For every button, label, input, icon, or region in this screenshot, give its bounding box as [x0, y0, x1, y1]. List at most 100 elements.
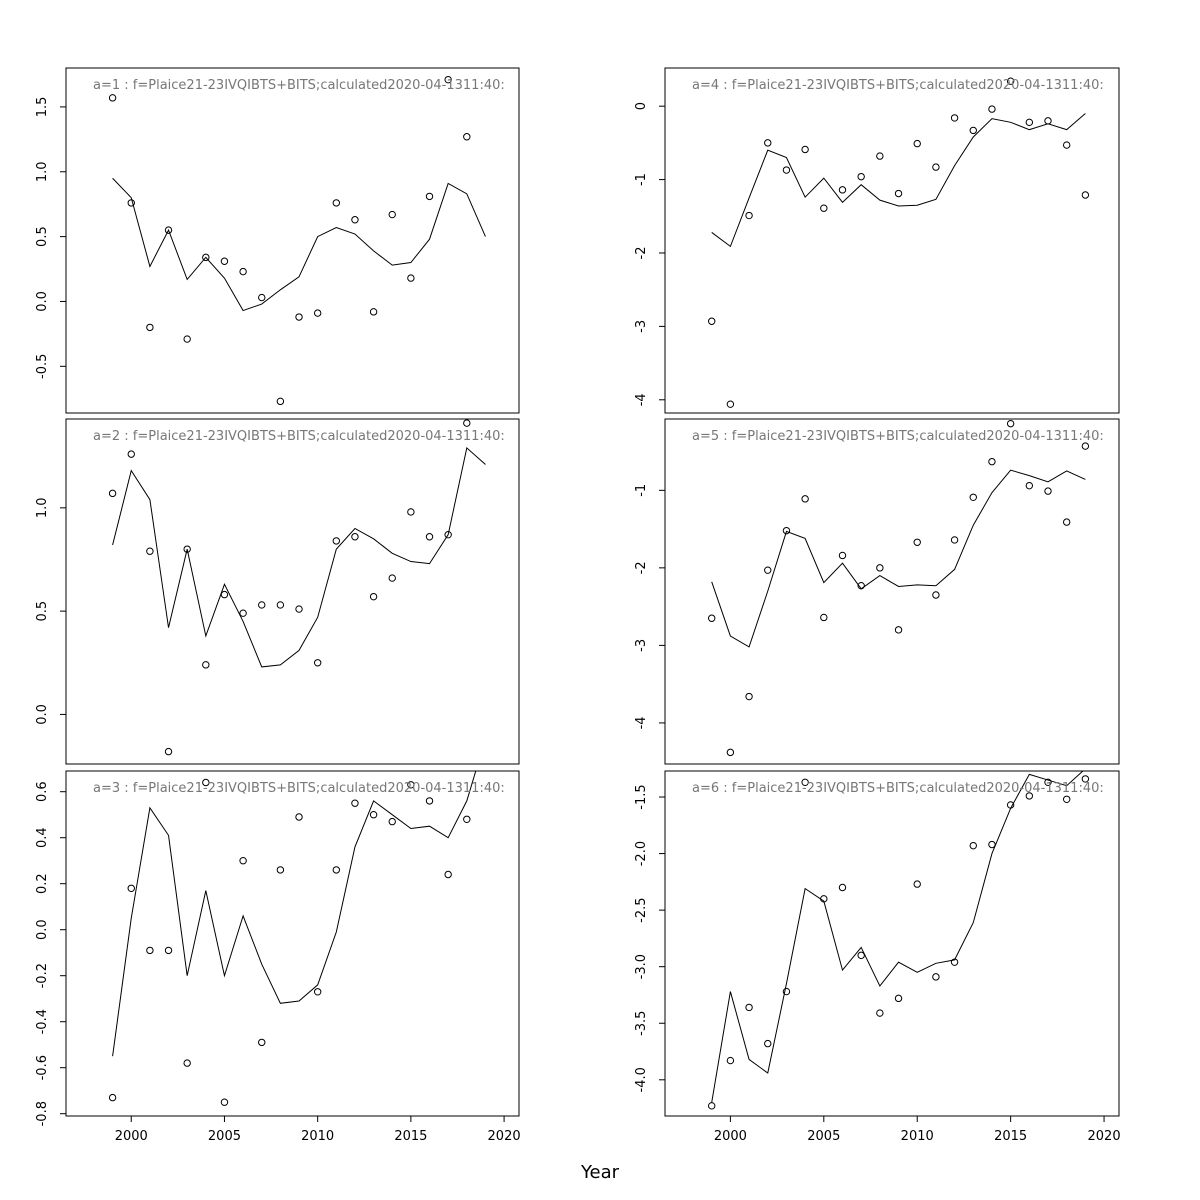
data-point — [463, 419, 471, 427]
x-tick-label: 2000 — [115, 1129, 148, 1144]
data-point — [425, 533, 434, 541]
y-tick-label: -3.5 — [634, 1011, 649, 1036]
data-point — [838, 883, 847, 892]
plot-area — [708, 77, 1090, 408]
x-axis-layer: 2000 2005 2010 2015 2020 2000 2005 2010 2015 2020 — [115, 1116, 1121, 1144]
data-point — [369, 592, 378, 601]
data-point — [801, 145, 809, 154]
data-point — [950, 536, 959, 544]
y-tick-label: -0.2 — [35, 963, 50, 988]
panel-frame — [664, 418, 1120, 765]
data-point — [820, 613, 828, 622]
data-point — [276, 866, 285, 874]
data-point — [1044, 778, 1052, 787]
data-point — [258, 293, 266, 302]
panel-frame — [65, 418, 520, 765]
data-point — [932, 591, 940, 599]
data-point — [388, 210, 396, 219]
data-point — [444, 530, 452, 539]
x-tick-label: 2005 — [807, 1129, 840, 1144]
data-point — [913, 139, 921, 148]
data-point — [1081, 775, 1090, 783]
data-point — [745, 692, 753, 701]
data-point — [708, 1102, 716, 1110]
y-tick-label: -0.8 — [35, 1101, 50, 1126]
y-tick-label: -2 — [634, 561, 649, 574]
y-tick-label: -1 — [634, 173, 649, 186]
data-point — [708, 317, 716, 325]
panel-a6: -4.0 -3.5 -3.0 -2.5 -2.0 -1.5 a=6 : f=Plaice21… — [634, 770, 1120, 1117]
y-tick-label: -0.5 — [35, 354, 50, 379]
panel-frame — [664, 770, 1120, 1117]
panel-title: a=2 : f=Plaice21-23IVQIBTS+BITS;calculat… — [93, 429, 505, 444]
x-tick-label: 2015 — [994, 1129, 1027, 1144]
data-point — [932, 163, 940, 171]
data-point — [444, 870, 452, 879]
plot-area — [708, 419, 1090, 757]
data-point — [969, 126, 977, 135]
data-point — [313, 309, 322, 317]
y-tick-label: -1.5 — [634, 784, 649, 809]
y-tick-label: 1.5 — [35, 97, 50, 118]
data-point — [1006, 77, 1015, 85]
data-point — [146, 323, 154, 332]
data-point — [764, 566, 772, 574]
data-point — [313, 988, 322, 996]
panels-layer: -0.5 0.0 0.5 1.0 1.5 a=1 : f=Plaice21-23IVQIB… — [35, 67, 1120, 1126]
data-point — [894, 994, 903, 1003]
x-tick-label: 2005 — [208, 1129, 241, 1144]
fitted-line — [711, 771, 1084, 1103]
data-point — [894, 189, 903, 198]
fitted-line — [112, 771, 477, 1057]
data-point — [183, 335, 191, 343]
y-tick-label: 0.5 — [35, 601, 50, 622]
plot-area — [108, 419, 486, 756]
data-point — [1025, 481, 1034, 490]
data-point — [164, 946, 173, 955]
data-point — [1081, 442, 1090, 450]
data-point — [108, 1093, 117, 1102]
data-point — [276, 397, 285, 406]
data-point — [108, 94, 117, 102]
data-point — [276, 601, 285, 609]
y-tick-label: -4.0 — [634, 1067, 649, 1092]
data-point — [351, 533, 359, 541]
y-tick-label: -1 — [634, 484, 649, 497]
x-axis-label: Year — [580, 1162, 620, 1183]
data-point — [988, 105, 996, 113]
data-point — [950, 958, 959, 966]
data-point — [782, 526, 791, 535]
data-point — [183, 545, 191, 553]
data-point — [876, 1009, 884, 1017]
data-point — [1044, 487, 1052, 495]
data-point — [708, 614, 716, 622]
y-tick-label: -4 — [634, 393, 649, 406]
x-tick-label: 2010 — [901, 1129, 934, 1144]
data-point — [202, 661, 210, 669]
data-point — [913, 880, 921, 888]
data-point — [1062, 795, 1071, 803]
data-point — [782, 166, 791, 174]
data-point — [332, 866, 341, 874]
data-point — [369, 811, 378, 819]
data-point — [1062, 518, 1071, 526]
panel-title: a=5 : f=Plaice21-23IVQIBTS+BITS;calculat… — [692, 429, 1104, 444]
data-point — [313, 659, 322, 667]
data-point — [146, 547, 154, 555]
panel-title: a=1 : f=Plaice21-23IVQIBTS+BITS;calculat… — [93, 78, 505, 93]
data-point — [838, 186, 847, 194]
data-point — [969, 841, 977, 850]
data-point — [369, 308, 378, 316]
data-point — [726, 748, 735, 757]
panel-title: a=4 : f=Plaice21-23IVQIBTS+BITS;calculat… — [692, 78, 1104, 93]
y-tick-label: -2.5 — [634, 897, 649, 922]
data-point — [332, 199, 341, 207]
data-point — [407, 274, 415, 282]
data-point — [425, 797, 434, 805]
data-point — [1062, 141, 1071, 149]
data-point — [820, 895, 828, 903]
y-tick-label: -3 — [634, 639, 649, 652]
data-point — [857, 581, 865, 590]
data-point — [745, 1003, 753, 1012]
